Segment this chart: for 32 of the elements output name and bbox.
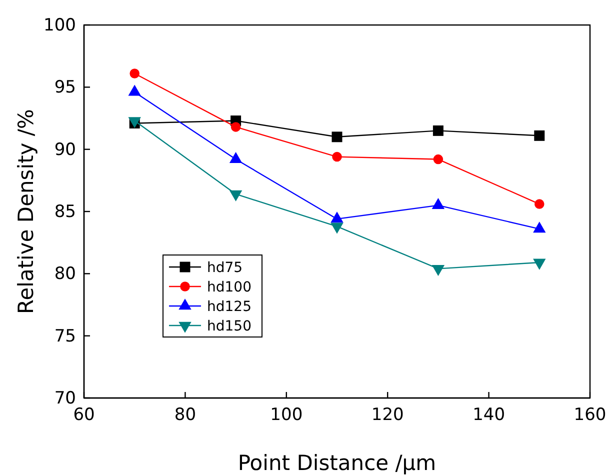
point	[330, 222, 344, 234]
x-tick-label: 160	[574, 405, 606, 426]
point	[534, 130, 545, 141]
point	[230, 122, 241, 132]
point	[533, 258, 546, 270]
y-tick-label: 80	[54, 264, 76, 284]
x-tick-label: 80	[174, 405, 196, 426]
legend-label: hd150	[207, 318, 252, 334]
point	[534, 199, 544, 209]
legend-label: hd125	[207, 299, 252, 315]
legend-label: hd100	[207, 280, 252, 296]
legend-label: hd75	[207, 260, 243, 276]
x-tick-label: 60	[73, 405, 95, 426]
y-tick-label: 85	[54, 202, 76, 222]
point	[128, 84, 141, 96]
x-tick-label: 140	[472, 405, 506, 426]
point	[229, 190, 242, 202]
point	[432, 125, 444, 136]
point	[332, 152, 342, 162]
y-tick-label: 90	[54, 140, 76, 160]
x-tick-label: 100	[270, 405, 303, 426]
x-tick-label: 120	[371, 405, 404, 426]
point	[432, 265, 445, 276]
point	[433, 154, 444, 164]
point	[332, 132, 342, 142]
y-tick-label: 75	[54, 326, 76, 346]
x-axis-title: Point Distance /µm	[238, 451, 436, 475]
y-tick-label: 70	[54, 388, 76, 408]
y-tick-label: 100	[44, 15, 76, 36]
point	[130, 68, 140, 78]
y-axis-title: Relative Density /%	[14, 109, 38, 314]
y-tick-label: 95	[54, 78, 76, 98]
